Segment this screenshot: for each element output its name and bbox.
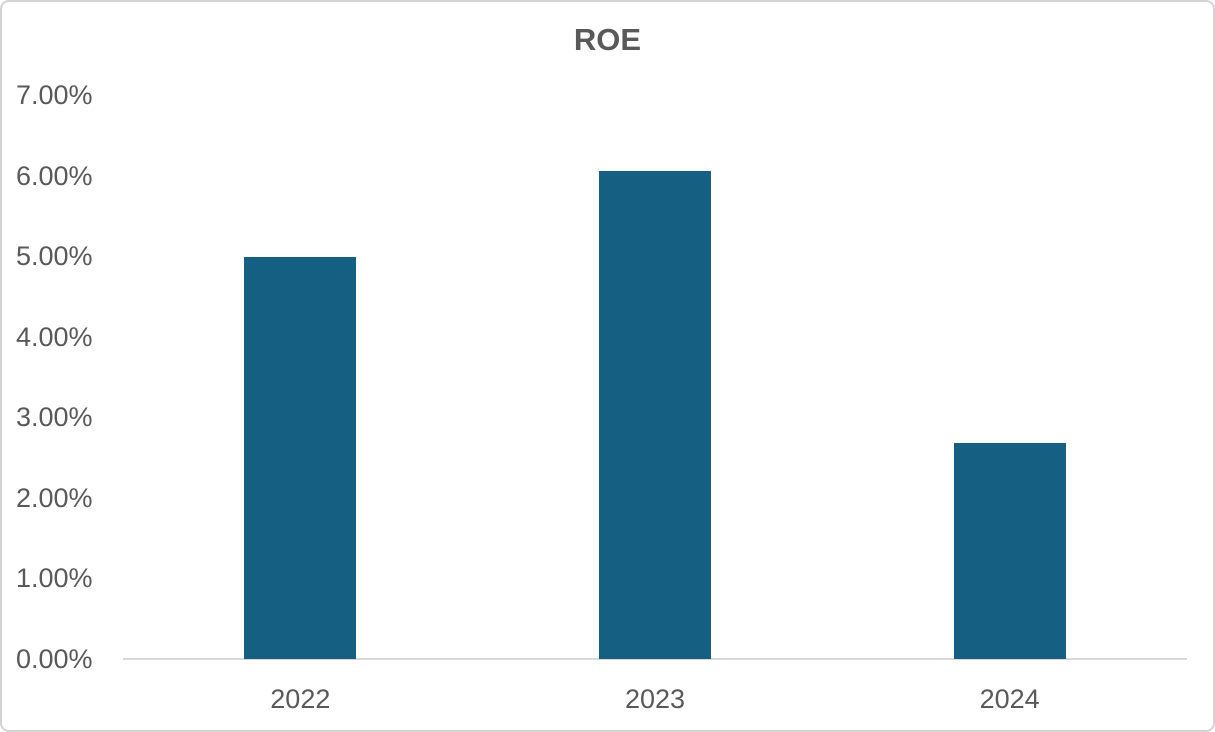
x-axis-label-2022: 2022 [270, 684, 331, 714]
x-axis-label-2024: 2024 [979, 684, 1040, 714]
x-axis-label-2023: 2023 [624, 684, 686, 714]
y-axis-tick-label: 5.00% [16, 241, 93, 272]
y-axis-tick-label: 7.00% [16, 80, 93, 110]
y-axis-tick-label: 4.00% [16, 321, 93, 352]
y-axis-tick-label: 2.00% [16, 482, 93, 513]
bar-2024 [953, 443, 1066, 659]
bar-2023 [599, 170, 711, 659]
y-axis-tick-label: 0.00% [16, 644, 93, 674]
y-axis-tick-label: 3.00% [16, 402, 93, 433]
x-axis-baseline [123, 658, 1187, 660]
y-axis-tick-label: 6.00% [16, 160, 93, 191]
chart-title: ROE [573, 22, 642, 57]
y-axis-tick-label: 1.00% [16, 563, 93, 594]
bar-2022 [244, 256, 357, 659]
